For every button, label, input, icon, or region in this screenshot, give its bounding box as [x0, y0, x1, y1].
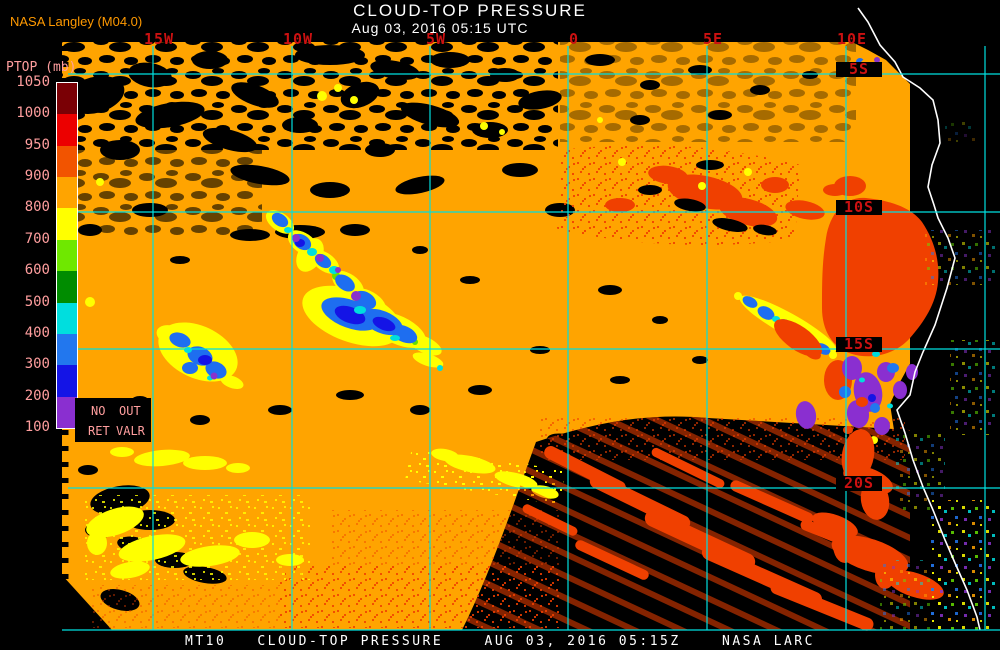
footer-caption: MT10 CLOUD-TOP PRESSURE AUG 03, 2016 05:… — [185, 634, 815, 649]
northeast-black-corner — [852, 42, 1000, 232]
flag-ret-label: RET — [88, 424, 110, 438]
flag-valr-label: VALR — [116, 424, 145, 438]
colorbar-segment-950-900 — [57, 145, 77, 178]
credit-label: NASA Langley (M04.0) — [10, 14, 143, 29]
africa-coastline — [857, 7, 981, 631]
colorbar-segment-1050-1000 — [57, 83, 77, 115]
page-subtitle: Aug 03, 2016 05:15 UTC — [351, 20, 529, 36]
high-cloud-blue-streak-main — [265, 210, 443, 371]
wedge-redorange-streaks — [462, 416, 910, 631]
page-title: CLOUD-TOP PRESSURE — [353, 1, 587, 20]
colorbar-segment-300-200 — [57, 365, 77, 397]
coastal-speckle-bands — [880, 120, 995, 630]
colorbar-segment-800-700 — [57, 208, 77, 240]
colorbar-segments — [56, 82, 78, 429]
low-cloud-yellow-patches — [85, 84, 878, 580]
flag-no-label: NO — [91, 404, 106, 418]
colorbar-segment-600-500 — [57, 271, 77, 303]
high-cloud-blue-cluster-west — [156, 322, 244, 389]
flag-out-label: OUT — [119, 404, 141, 418]
colorbar-segment-500-400 — [57, 302, 77, 334]
colorbar-title: PTOP (mb) — [6, 60, 77, 75]
colorbar-segment-400-300 — [57, 333, 77, 366]
retrieval-flag-legend: NO OUT RET VALR — [75, 398, 151, 442]
latlon-grid — [62, 46, 1000, 631]
colorbar-segment-200-100 — [57, 396, 77, 428]
colorbar-segment-1000-950 — [57, 114, 77, 146]
colorbar-segment-900-800 — [57, 177, 77, 209]
colorbar-segment-700-600 — [57, 239, 77, 272]
